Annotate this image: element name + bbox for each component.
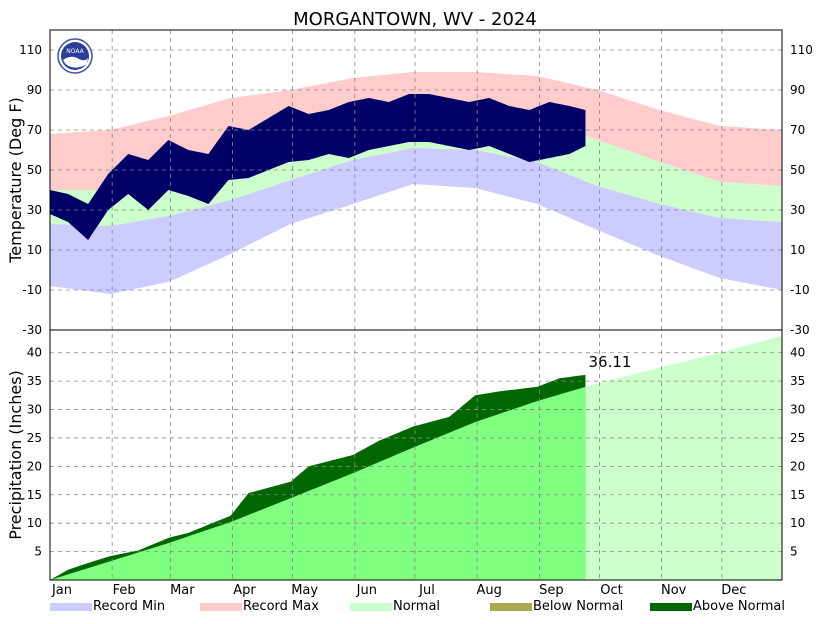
chart-title: MORGANTOWN, WV - 2024 (293, 9, 537, 30)
legend-label: Below Normal (533, 599, 623, 614)
noaa-logo-text: NOAA (66, 48, 84, 55)
precipitation-panel: 36.11 (50, 335, 782, 580)
temp-tick-label-left: 50 (27, 163, 42, 177)
precip-total-annotation: 36.11 (589, 353, 632, 371)
precip-tick-label-right: 20 (790, 459, 805, 473)
axes-layer: -30 -30 -10 -10 10 10 30 30 50 50 70 70 90 90 110 110 5 5… (6, 29, 813, 598)
legend-swatch (350, 603, 392, 611)
month-tick-label: May (291, 583, 318, 598)
normal-precip-future (585, 335, 782, 580)
temp-tick-label-right: 110 (790, 43, 813, 57)
month-tick-label: Nov (661, 583, 687, 598)
plot-frame (49, 29, 783, 581)
temperature-panel (50, 72, 782, 294)
noaa-logo-icon: NOAA (57, 38, 93, 74)
month-tick-label: Aug (476, 583, 501, 598)
temp-tick-label-right: 30 (790, 203, 805, 217)
temp-tick-label-left: 110 (19, 43, 42, 57)
temp-tick-label-left: -30 (22, 323, 42, 337)
legend-label: Above Normal (693, 599, 785, 614)
month-tick-label: Mar (170, 583, 195, 598)
precip-tick-label-right: 35 (790, 374, 805, 388)
temp-tick-label-left: 10 (27, 243, 42, 257)
month-tick-label: Oct (600, 583, 622, 598)
legend-label: Record Min (93, 599, 165, 614)
precip-tick-label-right: 10 (790, 516, 805, 530)
legend-swatch (650, 603, 692, 611)
month-tick-label: Feb (113, 583, 136, 598)
temp-tick-label-left: 70 (27, 123, 42, 137)
temp-tick-label-left: -10 (22, 283, 42, 297)
precipitation-axis-label: Precipitation (Inches) (6, 370, 25, 540)
precip-tick-label-left: 10 (27, 516, 42, 530)
month-tick-label: Jun (356, 583, 377, 598)
precip-tick-label-left: 5 (34, 545, 42, 559)
precip-tick-label-left: 40 (27, 346, 42, 360)
precip-tick-label-left: 25 (27, 431, 42, 445)
temp-tick-label-left: 90 (27, 83, 42, 97)
legend-swatch (200, 603, 242, 611)
legend: Record Min Record Max Normal Below Normal Ab… (50, 599, 785, 614)
month-tick-label: Dec (721, 583, 746, 598)
observed-temperature-band (50, 94, 586, 240)
temp-tick-label-left: 30 (27, 203, 42, 217)
precip-tick-label-right: 40 (790, 346, 805, 360)
normal-temperature-band (50, 104, 782, 226)
precip-tick-label-right: 15 (790, 488, 805, 502)
legend-label: Normal (393, 599, 440, 614)
normal-precip-to-date (50, 386, 586, 580)
temp-tick-label-right: 90 (790, 83, 805, 97)
month-tick-label: Jul (418, 583, 435, 598)
temp-tick-label-right: 50 (790, 163, 805, 177)
legend-label: Record Max (243, 599, 319, 614)
temp-tick-label-right: 10 (790, 243, 805, 257)
precip-tick-label-right: 30 (790, 403, 805, 417)
precip-tick-label-left: 35 (27, 374, 42, 388)
precip-tick-label-left: 30 (27, 403, 42, 417)
precip-tick-label-left: 15 (27, 488, 42, 502)
precip-tick-label-right: 25 (790, 431, 805, 445)
month-tick-label: Apr (233, 583, 256, 598)
temp-tick-label-right: -30 (790, 323, 810, 337)
legend-swatch (50, 603, 92, 611)
precip-tick-label-right: 5 (790, 545, 798, 559)
temperature-axis-label: Temperature (Deg F) (6, 97, 25, 264)
record-min-band (50, 148, 782, 294)
temp-tick-label-right: -10 (790, 283, 810, 297)
precip-tick-label-left: 20 (27, 459, 42, 473)
record-max-band (50, 72, 782, 190)
temp-tick-label-right: 70 (790, 123, 805, 137)
month-tick-label: Sep (539, 583, 564, 598)
legend-swatch (490, 603, 532, 611)
month-tick-label: Jan (51, 583, 72, 598)
